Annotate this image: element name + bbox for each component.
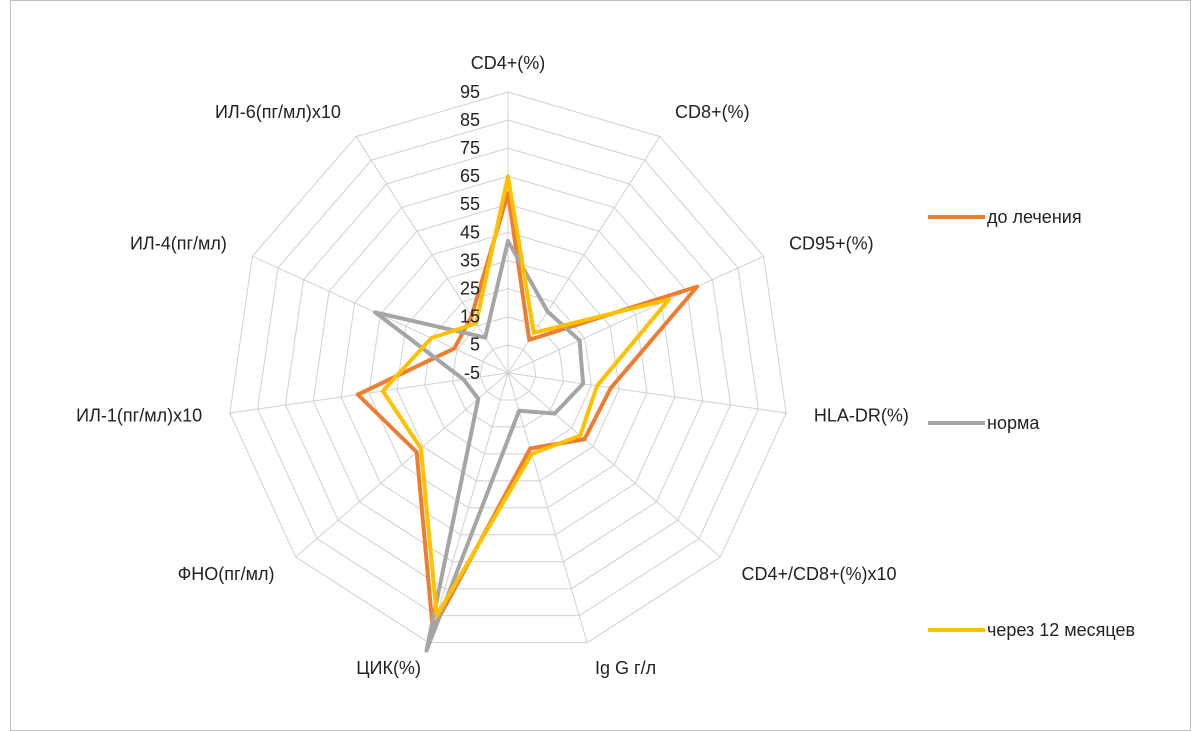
grid-ring: [340, 203, 676, 536]
legend-label: норма: [987, 413, 1040, 433]
grid-ring: [312, 175, 704, 563]
spoke: [295, 372, 509, 558]
spoke: [507, 372, 787, 414]
grid-ring: [229, 91, 787, 644]
chart-frame: [10, 0, 1191, 731]
grid-ring: [424, 288, 592, 455]
category-label: ФНО(пг/мл): [178, 564, 275, 584]
category-label: ИЛ-1(пг/мл)x10: [76, 406, 202, 426]
legend-label: до лечения: [987, 207, 1082, 227]
spoke: [507, 372, 721, 558]
spoke: [428, 372, 509, 643]
category-label: ИЛ-6(пг/мл)x10: [215, 102, 341, 122]
grid: [229, 91, 787, 644]
series-line: [373, 238, 586, 653]
category-label: ЦИК(%): [356, 658, 421, 678]
series-layer: [355, 174, 700, 653]
category-label: ИЛ-4(пг/мл): [130, 233, 227, 253]
series-line: [380, 174, 672, 618]
spoke: [507, 372, 588, 643]
grid-ring: [257, 119, 759, 617]
tick-label: 55: [460, 194, 480, 214]
tick-label: 85: [460, 110, 480, 130]
tick-label: -5: [464, 363, 480, 383]
category-label: CD4+/CD8+(%)x10: [742, 564, 897, 584]
category-label: CD95+(%): [789, 233, 874, 253]
labels-layer: -5 5 15 25 35 45 55 65 75 85 95 CD4+(%) CD8+(%) CD95+…: [76, 53, 1135, 678]
tick-label: 5: [470, 335, 480, 355]
tick-label: 35: [460, 250, 480, 270]
grid-ring: [451, 316, 565, 428]
legend-label: через 12 месяцев: [987, 620, 1135, 640]
tick-label: 65: [460, 166, 480, 186]
tick-label: 25: [460, 278, 480, 298]
tick-label: 45: [460, 222, 480, 242]
grid-ring: [284, 147, 732, 590]
spoke: [355, 136, 509, 374]
spoke: [507, 255, 764, 374]
tick-label: 15: [460, 307, 480, 327]
category-label: CD4+(%): [471, 53, 546, 73]
category-label: Ig G г/л: [595, 658, 656, 678]
grid-ring: [479, 344, 537, 401]
tick-label: 75: [460, 138, 480, 158]
category-label: HLA-DR(%): [814, 406, 909, 426]
grid-ring: [368, 231, 648, 509]
category-label: CD8+(%): [675, 102, 750, 122]
tick-label: 95: [460, 82, 480, 102]
